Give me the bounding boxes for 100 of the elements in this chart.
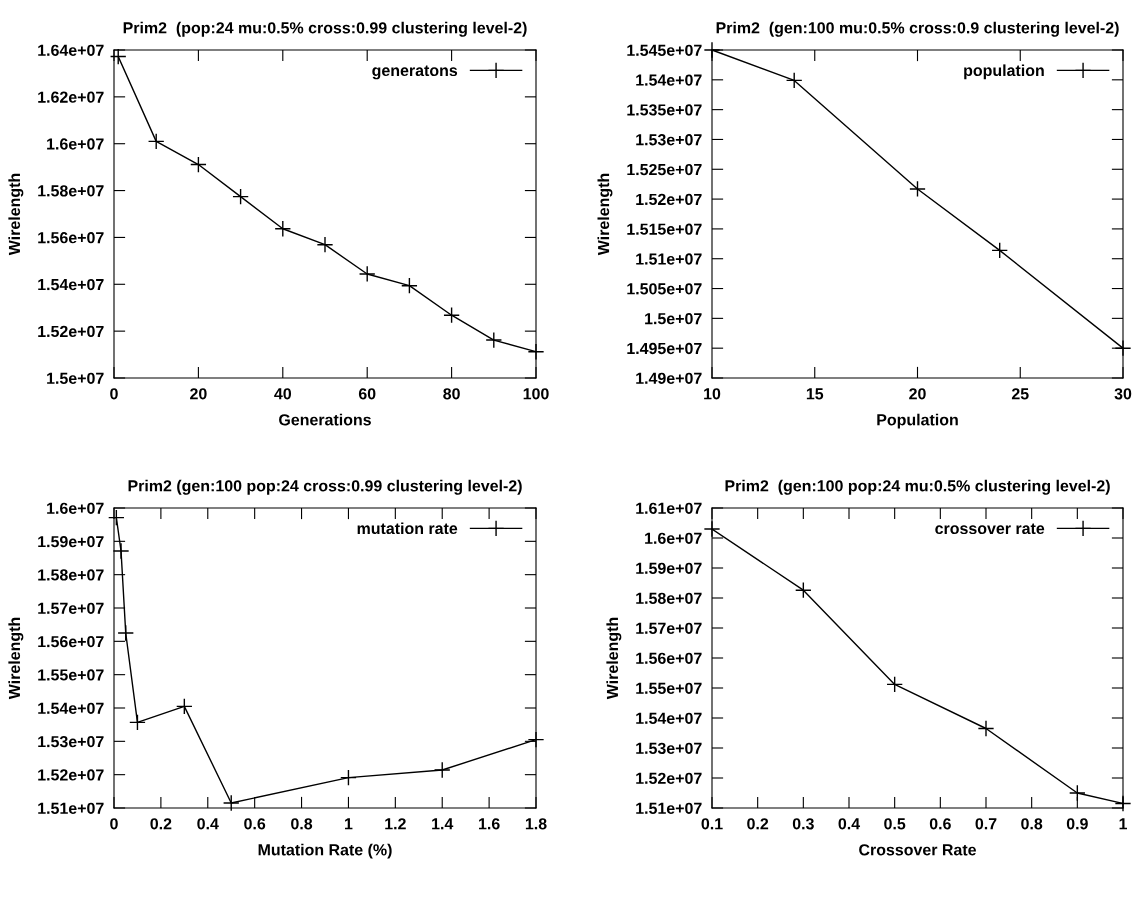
x-tick-label: 0.4 (197, 818, 219, 830)
legend-label: mutation rate (357, 522, 458, 535)
x-tick-label: 0.1 (701, 818, 723, 830)
x-tick-label: 15 (806, 388, 824, 400)
x-tick-label: 0 (110, 818, 118, 830)
y-tick-label: 1.57e+07 (38, 602, 104, 614)
x-tick-label: 0.8 (1021, 818, 1043, 830)
y-tick-label: 1.6e+07 (47, 138, 104, 150)
y-tick-label: 1.58e+07 (38, 569, 104, 581)
x-tick-label: 1.8 (525, 818, 547, 830)
x-tick-label: 1.4 (432, 818, 454, 830)
x-tick-label: 0.5 (884, 818, 906, 830)
y-tick-label: 1.55e+07 (636, 682, 702, 694)
legend-label: crossover rate (935, 523, 1045, 535)
x-axis-title: Population (877, 413, 958, 429)
y-tick-label: 1.495e+07 (627, 342, 702, 355)
x-tick-label: 40 (274, 388, 292, 400)
y-tick-label: 1.53e+07 (636, 742, 702, 754)
point (358, 265, 376, 283)
y-tick-label: 1.54e+07 (38, 278, 104, 291)
x-tick-label: 0.9 (1066, 818, 1088, 830)
y-tick-label: 1.525e+07 (627, 163, 702, 176)
point (785, 72, 803, 89)
x-tick-label: 0.2 (747, 818, 769, 830)
y-tick-label: 1.52e+07 (636, 772, 702, 784)
y-tick-label: 1.505e+07 (627, 283, 702, 295)
x-axis-title: Mutation Rate (%) (258, 843, 392, 859)
y-tick-label: 1.56e+07 (38, 635, 104, 648)
point (909, 180, 926, 198)
y-tick-label: 1.5e+07 (645, 313, 702, 325)
y-tick-label: 1.535e+07 (627, 104, 702, 116)
point (117, 624, 135, 642)
y-tick-label: 1.52e+07 (636, 193, 702, 206)
x-tick-label: 80 (443, 388, 460, 400)
y-tick-label: 1.5e+07 (47, 372, 104, 384)
y-tick-label: 1.52e+07 (38, 325, 104, 338)
y-tick-label: 1.57e+07 (636, 622, 702, 634)
point (112, 542, 130, 560)
y-tick-label: 1.55e+07 (38, 669, 104, 681)
x-tick-label: 1 (1119, 818, 1127, 830)
x-tick-label: 1.2 (385, 818, 406, 830)
point (443, 306, 460, 324)
y-tick-label: 1.6e+07 (47, 502, 104, 514)
x-axis-title: Generations (279, 413, 371, 426)
x-tick-label: 0.6 (244, 818, 266, 830)
point (316, 236, 334, 254)
y-tick-label: 1.56e+07 (636, 652, 702, 664)
legend-label: population (964, 64, 1044, 80)
legend-label: generatons (372, 65, 458, 80)
x-tick-label: 0.8 (291, 818, 313, 830)
y-tick-label: 1.53e+07 (38, 735, 104, 748)
point (175, 697, 193, 715)
y-tick-label: 1.59e+07 (636, 562, 702, 574)
y-tick-label: 1.62e+07 (38, 91, 104, 103)
y-tick-label: 1.58e+07 (38, 185, 104, 197)
y-tick-label: 1.61e+07 (636, 502, 702, 514)
y-tick-label: 1.51e+07 (636, 802, 702, 814)
point (433, 761, 451, 779)
point (1068, 784, 1086, 802)
y-tick-label: 1.51e+07 (636, 253, 702, 265)
y-tick-label: 1.545e+07 (627, 44, 702, 56)
y-tick-label: 1.51e+07 (38, 802, 104, 814)
y-tick-label: 1.53e+07 (636, 134, 702, 146)
point (232, 188, 249, 205)
x-tick-label: 1.6 (479, 818, 500, 830)
y-tick-label: 1.58e+07 (636, 592, 702, 604)
point (794, 581, 812, 599)
y-tick-label: 1.64e+07 (38, 44, 104, 56)
x-tick-label: 0.3 (792, 818, 814, 830)
y-axis-title: Wirelength (8, 173, 24, 256)
y-tick-label: 1.515e+07 (627, 223, 702, 235)
x-tick-label: 0.2 (150, 818, 172, 830)
x-tick-label: 0.7 (975, 818, 997, 830)
x-tick-label: 1 (345, 818, 353, 830)
point (147, 133, 165, 150)
y-tick-label: 1.6e+07 (645, 532, 702, 544)
x-tick-label: 0.4 (838, 818, 861, 830)
point (190, 156, 207, 173)
x-tick-label: 20 (190, 388, 207, 400)
point (129, 713, 146, 731)
point (274, 220, 292, 238)
point (991, 242, 1009, 259)
chart-title: Prim2 (gen:100 mu:0.5% cross:0.9 clustering level-2) (716, 21, 1119, 37)
chart-title: Prim2 (gen:100 pop:24 mu:0.5% clustering level-2) (725, 479, 1110, 495)
y-axis-title: Wirelength (606, 617, 622, 700)
x-tick-label: 10 (704, 388, 721, 400)
y-tick-label: 1.52e+07 (38, 769, 104, 781)
y-axis-title: Wirelength (8, 617, 24, 700)
x-axis-title: Crossover Rate (859, 844, 976, 856)
x-tick-label: 25 (1011, 388, 1029, 400)
y-tick-label: 1.49e+07 (636, 372, 702, 384)
point (977, 720, 995, 737)
chart-title: Prim2 (pop:24 mu:0.5% cross:0.99 clustering level-2) (123, 21, 527, 37)
y-tick-label: 1.54e+07 (636, 74, 702, 86)
y-tick-label: 1.54e+07 (38, 702, 104, 714)
point (222, 794, 240, 812)
point (886, 676, 904, 693)
y-tick-label: 1.54e+07 (636, 712, 702, 724)
y-tick-label: 1.56e+07 (38, 232, 104, 244)
point (401, 277, 418, 295)
